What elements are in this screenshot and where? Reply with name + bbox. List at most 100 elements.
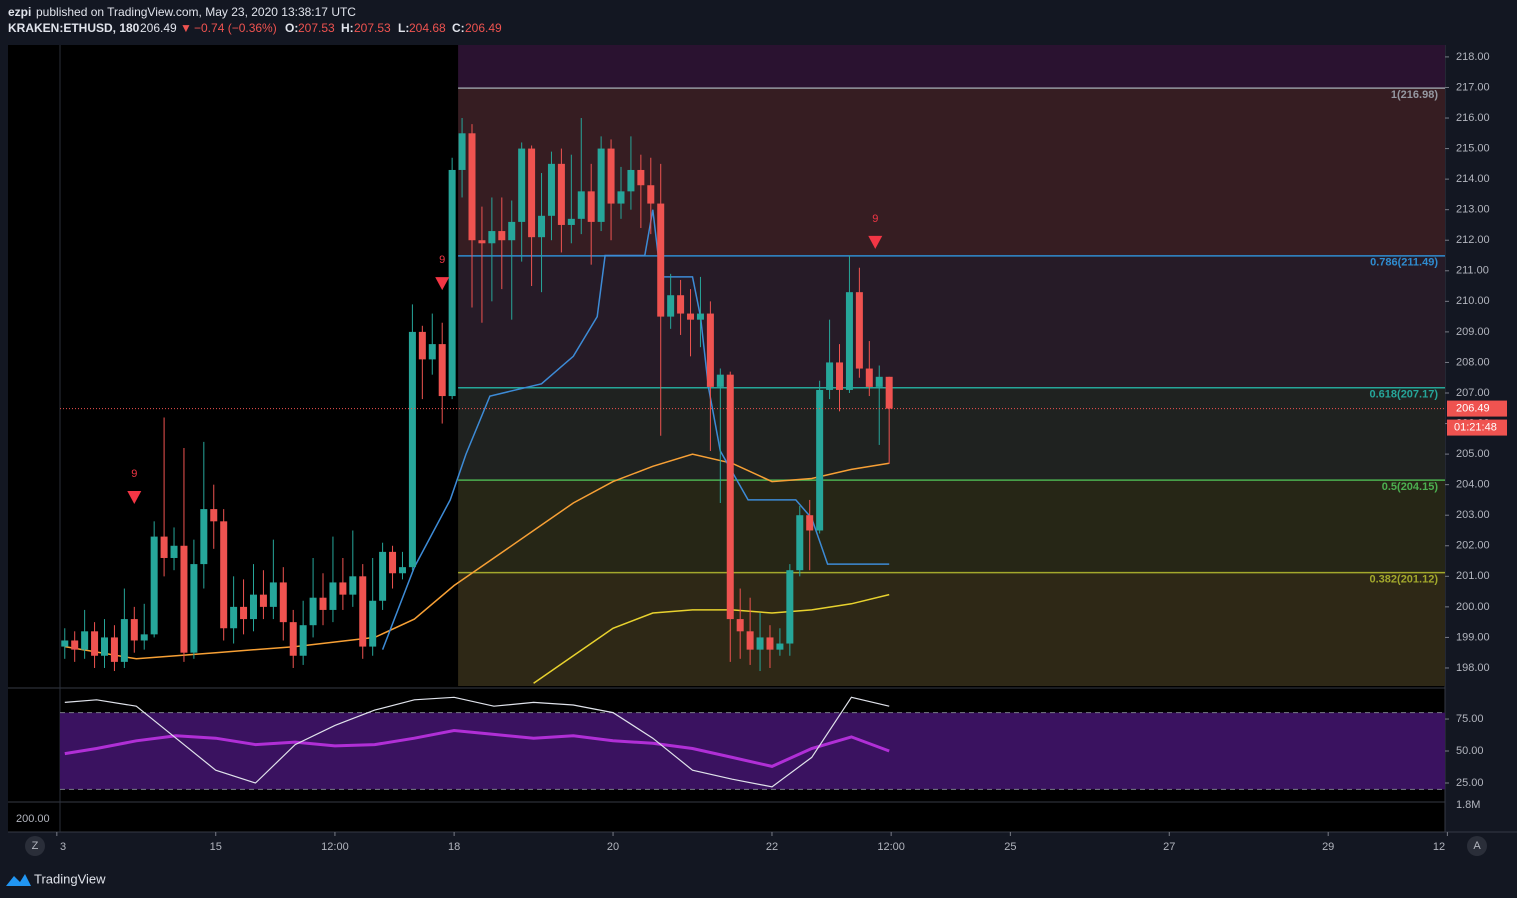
candle-body: [309, 597, 317, 626]
candle-body: [210, 509, 218, 522]
change-arrow: ▼: [180, 21, 192, 35]
fib-band: [458, 572, 1445, 686]
y-tick-label: 209.00: [1456, 326, 1490, 338]
rsi-tick-label: 25.00: [1456, 777, 1484, 789]
candle-body: [379, 551, 387, 601]
candle-body: [269, 582, 277, 607]
x-tick-label: 15: [210, 841, 222, 853]
auto-button-label[interactable]: A: [1473, 840, 1481, 852]
candle-body: [687, 313, 695, 320]
candle-body: [249, 594, 257, 620]
y-tick-label: 218.00: [1456, 51, 1490, 63]
candle-body: [150, 536, 158, 635]
candle-body: [607, 148, 615, 204]
y-tick-label: 203.00: [1456, 509, 1490, 521]
candle-body: [240, 606, 248, 620]
candle-body: [696, 313, 704, 320]
candle-body: [547, 163, 555, 216]
price-tag-label: 206.49: [1456, 402, 1490, 414]
candle-body: [190, 564, 198, 653]
y-tick-label: 212.00: [1456, 234, 1490, 246]
brand: TradingView: [34, 871, 106, 886]
candle-body: [81, 631, 89, 650]
symbol: KRAKEN:ETHUSD, 180: [8, 21, 140, 35]
candle-body: [826, 362, 834, 390]
candle-body: [557, 163, 565, 225]
candle-body: [438, 344, 446, 397]
zoom-button-label[interactable]: Z: [32, 840, 39, 852]
candle-body: [736, 619, 744, 632]
x-tick-label: 12:00: [877, 841, 905, 853]
candle-body: [180, 545, 188, 653]
y-tick-label: 201.00: [1456, 570, 1490, 582]
fib-band: [458, 88, 1445, 256]
rsi-band: [60, 712, 1445, 790]
candle-body: [448, 169, 456, 397]
candle-body: [577, 191, 585, 219]
candle-body: [518, 148, 526, 222]
candle-body: [418, 331, 426, 360]
candle-body: [488, 231, 496, 244]
candle-body: [468, 133, 476, 241]
y-tick-label: 200.00: [1456, 601, 1490, 613]
y-tick-label: 211.00: [1456, 265, 1489, 277]
annotation-arrow: [868, 235, 883, 249]
published: published on TradingView.com, May 23, 20…: [36, 5, 356, 19]
candle-body: [349, 576, 357, 595]
auto-button[interactable]: [1467, 836, 1487, 856]
x-tick-label: 27: [1163, 841, 1175, 853]
y-tick-label: 207.00: [1456, 387, 1490, 399]
x-tick-label: 12:00: [321, 841, 349, 853]
y-tick-label: 202.00: [1456, 540, 1490, 552]
candle-body: [428, 344, 436, 360]
candle-body: [71, 640, 79, 650]
rsi-tick-label: 50.00: [1456, 745, 1484, 757]
candle-body: [170, 545, 178, 558]
candle-body: [498, 231, 506, 241]
layer: 1(216.98) 0.786(211.49) 0.618(207.17) 0.5(2…: [56, 45, 1507, 853]
y-tick-label: 208.00: [1456, 356, 1490, 368]
y-tick-label: 217.00: [1456, 81, 1490, 93]
candle-body: [160, 536, 168, 558]
annotation-label: 9: [872, 213, 878, 225]
y-tick-label: 199.00: [1456, 631, 1490, 643]
zoom-button[interactable]: [25, 836, 45, 856]
x-tick-label: 12: [1433, 841, 1445, 853]
candle-body: [279, 582, 287, 623]
candle-body: [478, 240, 486, 244]
lower-pane-label: 200.00: [16, 813, 50, 825]
rsi-line: [64, 696, 890, 788]
candle-body: [657, 203, 665, 317]
change: −0.74 (−0.36%): [194, 21, 277, 35]
candle-body: [677, 295, 685, 314]
fib-label: 1(216.98): [1391, 89, 1438, 101]
fib-label: 0.618(207.17): [1370, 389, 1439, 401]
candle-body: [627, 169, 635, 192]
candle-body: [259, 594, 267, 607]
candle-body: [369, 600, 377, 647]
fib-label: 0.382(201.12): [1370, 574, 1439, 586]
candle-body: [836, 362, 844, 390]
candle-body: [637, 169, 645, 186]
y-tick-label: 205.00: [1456, 448, 1490, 460]
brand-logo: [6, 874, 31, 886]
candle-body: [398, 567, 406, 574]
candle-body: [597, 148, 605, 222]
y-tick-label: 210.00: [1456, 295, 1490, 307]
candle-body: [706, 313, 714, 387]
candle-body: [726, 374, 734, 620]
y-tick-label: 214.00: [1456, 173, 1490, 185]
candle-body: [339, 582, 347, 595]
publisher: ezpi: [8, 5, 31, 19]
ohlc-key: O:: [285, 21, 298, 35]
ohlc-key: L:: [398, 21, 409, 35]
candle-body: [130, 619, 138, 641]
indicator-line: [64, 453, 890, 660]
candle-body: [766, 637, 774, 650]
candle-body: [885, 376, 893, 409]
candle-body: [230, 606, 238, 629]
candle-body: [538, 215, 546, 238]
candle-body: [776, 643, 784, 650]
candle-body: [359, 576, 367, 647]
